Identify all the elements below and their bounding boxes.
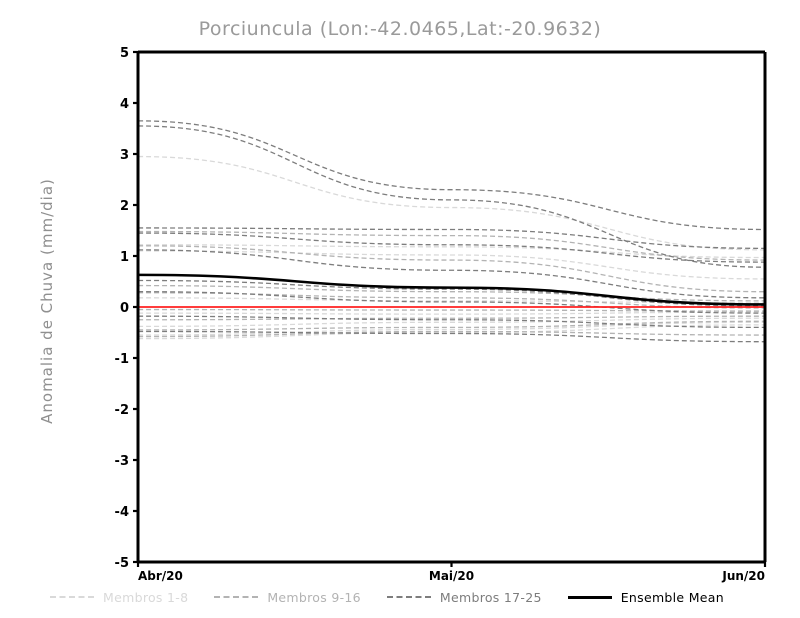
series-layer bbox=[137, 120, 766, 343]
y-tick-label: -1 bbox=[115, 352, 129, 367]
member-line bbox=[137, 230, 766, 261]
y-tick-label: -2 bbox=[115, 403, 129, 418]
ensemble-mean-line bbox=[137, 273, 766, 306]
member-line bbox=[137, 232, 766, 263]
legend-swatch bbox=[50, 596, 95, 598]
member-line bbox=[137, 244, 766, 259]
member-line bbox=[137, 315, 766, 329]
legend-item: Membros 1-8 bbox=[50, 590, 188, 605]
member-line bbox=[137, 291, 766, 314]
legend-item: Membros 17-25 bbox=[386, 589, 542, 605]
chart-legend: Membros 1-8 Membros 9-16 Membros 17-25 Ense… bbox=[0, 586, 800, 608]
legend-swatch bbox=[214, 596, 259, 598]
member-line bbox=[137, 245, 766, 293]
y-tick-label: 2 bbox=[120, 199, 129, 214]
ensemble-mean-layer bbox=[137, 273, 766, 306]
y-tick-label: 0 bbox=[120, 301, 129, 316]
member-line bbox=[137, 330, 766, 338]
tick-label-layer: 5 4 3 2 1 0 -1 -2 -3 -4 -5 Abr/20 Mai/20 Jun/20 bbox=[115, 46, 765, 583]
y-tick-label: 4 bbox=[120, 97, 129, 112]
member-line bbox=[137, 292, 766, 309]
x-tick-label: Mai/20 bbox=[429, 569, 474, 583]
member-line bbox=[137, 324, 766, 340]
member-line bbox=[137, 320, 766, 331]
member-line bbox=[137, 249, 766, 299]
x-tick-label: Jun/20 bbox=[721, 569, 765, 583]
y-tick-label: -4 bbox=[115, 505, 129, 520]
member-line bbox=[137, 308, 766, 312]
member-line bbox=[137, 315, 766, 321]
chart-title: Porciuncula (Lon:-42.0465,Lat:-20.9632) bbox=[198, 18, 602, 40]
y-tick-label: 1 bbox=[120, 250, 129, 265]
y-tick-label: -5 bbox=[115, 556, 129, 571]
y-tick-label: -3 bbox=[115, 454, 129, 469]
member-line bbox=[137, 321, 766, 336]
y-tick-label: 5 bbox=[120, 46, 129, 61]
x-tick-label: Abr/20 bbox=[138, 569, 183, 583]
legend-label: Ensemble Mean bbox=[620, 589, 724, 605]
member-line bbox=[137, 250, 766, 280]
legend-label: Membros 1-8 bbox=[103, 589, 189, 605]
member-line bbox=[137, 330, 766, 343]
legend-swatch bbox=[386, 596, 431, 598]
member-line bbox=[137, 125, 766, 268]
member-line bbox=[137, 155, 766, 251]
member-line bbox=[137, 284, 766, 302]
legend-swatch bbox=[567, 595, 612, 599]
legend-row: Membros 1-8 Membros 9-16 Membros 17-25 Ense… bbox=[0, 586, 800, 608]
member-line bbox=[137, 317, 766, 328]
member-line bbox=[137, 227, 766, 249]
member-line bbox=[137, 279, 766, 307]
legend-item: Ensemble Mean bbox=[567, 589, 724, 605]
member-line bbox=[137, 311, 766, 315]
legend-item: Membros 9-16 bbox=[214, 590, 361, 605]
y-tick-label: 3 bbox=[120, 148, 129, 163]
member-line bbox=[137, 120, 766, 231]
axes-layer bbox=[133, 50, 767, 567]
legend-label: Membros 17-25 bbox=[439, 589, 542, 605]
legend-label: Membros 9-16 bbox=[267, 589, 361, 605]
